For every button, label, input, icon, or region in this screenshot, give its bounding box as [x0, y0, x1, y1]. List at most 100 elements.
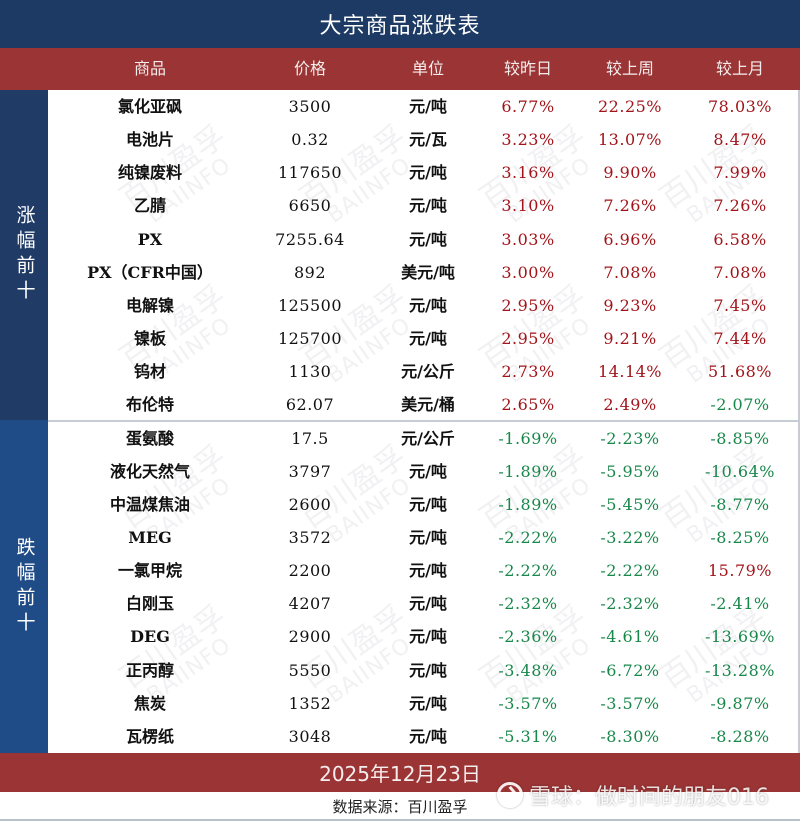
- table-row: MEG 3572 元/吨 -2.22% -3.22% -8.25%: [0, 521, 800, 554]
- change-vs-last-month: -2.41%: [710, 594, 770, 614]
- column-header-product: 商品: [133, 59, 167, 78]
- change-vs-last-week: 14.14%: [597, 362, 663, 382]
- change-vs-last-week: 9.23%: [603, 295, 657, 315]
- change-vs-yesterday: -5.31%: [498, 726, 558, 746]
- table-row: 乙腈 6650 元/吨 3.10% 7.26% 7.26%: [0, 189, 800, 222]
- price-value: 1130: [288, 362, 332, 382]
- price-value: 3048: [288, 726, 332, 746]
- unit-value: 元/瓦: [409, 130, 447, 150]
- change-vs-yesterday: 6.77%: [501, 97, 555, 116]
- unit-value: 元/吨: [409, 627, 447, 647]
- change-vs-last-week: -5.95%: [600, 461, 660, 481]
- change-vs-yesterday: -3.57%: [498, 693, 558, 713]
- change-vs-last-month: -8.28%: [710, 726, 770, 746]
- change-vs-last-month: -8.77%: [710, 494, 770, 514]
- price-value: 125500: [277, 295, 343, 315]
- product-name: 乙腈: [133, 196, 167, 216]
- change-vs-last-week: -2.32%: [600, 594, 660, 614]
- change-vs-yesterday: 2.95%: [501, 295, 555, 315]
- unit-value: 元/吨: [409, 527, 447, 547]
- unit-value: 元/吨: [409, 726, 447, 746]
- table-row: 白刚玉 4207 元/吨 -2.32% -2.32% -2.41%: [0, 587, 800, 620]
- table-row: 正丙醇 5550 元/吨 -3.48% -6.72% -13.28%: [0, 654, 800, 687]
- product-name: 白刚玉: [125, 594, 175, 614]
- change-vs-yesterday: 3.23%: [501, 130, 555, 150]
- change-vs-yesterday: -2.32%: [498, 594, 558, 614]
- product-name: 一氯甲烷: [117, 561, 183, 581]
- table-row: 中温煤焦油 2600 元/吨 -1.89% -5.45% -8.77%: [0, 488, 800, 521]
- change-vs-last-month: 8.47%: [713, 130, 767, 150]
- table-row: PX 7255.64 元/吨 3.03% 6.96% 6.58%: [0, 223, 800, 256]
- table-row: PX（CFR中国） 892 美元/吨 3.00% 7.08% 7.08%: [0, 256, 800, 289]
- product-name: PX: [137, 229, 163, 249]
- price-value: 62.07: [285, 395, 335, 415]
- price-value: 6650: [288, 196, 332, 216]
- change-vs-yesterday: 2.95%: [501, 329, 555, 349]
- change-vs-last-month: 7.44%: [713, 329, 767, 349]
- table-row: 镍板 125700 元/吨 2.95% 9.21% 7.44%: [0, 322, 800, 355]
- change-vs-last-month: 51.68%: [707, 362, 773, 382]
- unit-value: 美元/吨: [401, 262, 455, 282]
- table-row: 瓦楞纸 3048 元/吨 -5.31% -8.30% -8.28%: [0, 720, 800, 753]
- change-vs-last-week: -3.22%: [600, 527, 660, 547]
- section-label-gainers: 涨幅前十: [0, 90, 48, 420]
- change-vs-last-week: -6.72%: [600, 660, 660, 680]
- price-value: 892: [293, 262, 327, 282]
- change-vs-last-week: 9.21%: [603, 329, 657, 349]
- change-vs-yesterday: 3.16%: [501, 163, 555, 183]
- change-vs-last-month: 6.58%: [713, 229, 767, 249]
- price-value: 7255.64: [275, 229, 345, 249]
- unit-value: 美元/桶: [401, 395, 455, 415]
- product-name: 钨材: [133, 362, 167, 382]
- unit-value: 元/公斤: [401, 428, 455, 448]
- price-value: 5550: [288, 660, 332, 680]
- change-vs-yesterday: 3.03%: [501, 229, 555, 249]
- losers-label-text: 跌幅前十: [13, 536, 36, 637]
- table-row: 焦炭 1352 元/吨 -3.57% -3.57% -9.87%: [0, 687, 800, 720]
- unit-value: 元/吨: [409, 163, 447, 183]
- change-vs-last-month: -2.07%: [710, 395, 770, 415]
- change-vs-last-week: -4.61%: [600, 627, 660, 647]
- change-vs-last-week: -2.23%: [600, 428, 660, 448]
- change-vs-yesterday: -2.36%: [498, 627, 558, 647]
- change-vs-last-month: -13.28%: [705, 660, 775, 680]
- unit-value: 元/吨: [409, 461, 447, 481]
- table-header: 商品 价格 单位 较昨日 较上周 较上月: [0, 48, 800, 90]
- change-vs-last-month: -10.64%: [705, 461, 775, 481]
- product-name: 正丙醇: [125, 660, 175, 680]
- table-row: 纯镍废料 117650 元/吨 3.16% 9.90% 7.99%: [0, 156, 800, 189]
- unit-value: 元/吨: [409, 329, 447, 349]
- product-name: PX（CFR中国）: [87, 262, 213, 282]
- change-vs-yesterday: -2.22%: [498, 527, 558, 547]
- change-vs-last-month: 7.99%: [713, 163, 767, 183]
- unit-value: 元/吨: [409, 196, 447, 216]
- table-row: 液化天然气 3797 元/吨 -1.89% -5.95% -10.64%: [0, 455, 800, 488]
- product-name: 镍板: [133, 329, 167, 349]
- change-vs-yesterday: 2.73%: [501, 362, 555, 382]
- change-vs-last-month: 7.45%: [713, 295, 767, 315]
- change-vs-yesterday: -1.89%: [498, 494, 558, 514]
- unit-value: 元/吨: [409, 494, 447, 514]
- column-header-vs-last-week: 较上周: [605, 59, 655, 78]
- change-vs-last-week: 22.25%: [597, 97, 663, 116]
- price-value: 2600: [288, 494, 332, 514]
- unit-value: 元/吨: [409, 295, 447, 315]
- table-row: 布伦特 62.07 美元/桶 2.65% 2.49% -2.07%: [0, 388, 800, 421]
- product-name: DEG: [130, 627, 170, 647]
- change-vs-last-week: -3.57%: [600, 693, 660, 713]
- change-vs-last-week: 6.96%: [603, 229, 657, 249]
- section-label-losers: 跌幅前十: [0, 420, 48, 753]
- column-header-unit: 单位: [411, 59, 445, 78]
- change-vs-last-week: 2.49%: [603, 395, 657, 415]
- gainers-label-text: 涨幅前十: [13, 205, 36, 305]
- table-row: 蛋氨酸 17.5 元/公斤 -1.69% -2.23% -8.85%: [0, 422, 800, 455]
- price-value: 2200: [288, 561, 332, 581]
- change-vs-last-month: -8.25%: [710, 527, 770, 547]
- data-source: 数据来源：百川盈孚: [332, 798, 468, 816]
- column-header-vs-last-month: 较上月: [715, 59, 765, 78]
- product-name: 蛋氨酸: [125, 428, 175, 448]
- product-name: 液化天然气: [109, 461, 191, 481]
- unit-value: 元/吨: [409, 693, 447, 713]
- price-value: 17.5: [291, 428, 329, 448]
- unit-value: 元/吨: [409, 97, 447, 116]
